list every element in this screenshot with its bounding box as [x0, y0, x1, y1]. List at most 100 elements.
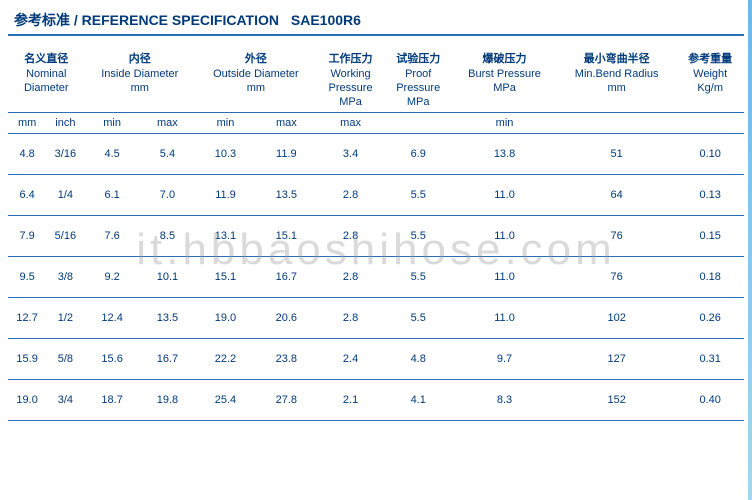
cell-imin: 6.1 — [85, 175, 140, 216]
cell-wp: 2.8 — [317, 175, 385, 216]
cell-imax: 13.5 — [140, 298, 195, 339]
table-row: 6.41/46.17.011.913.52.85.511.0640.13 — [8, 175, 744, 216]
sub-omax: max — [256, 113, 317, 134]
cell-wt: 0.31 — [676, 339, 744, 380]
sub-bend — [557, 113, 676, 134]
cell-imax: 19.8 — [140, 380, 195, 421]
cell-bp: 8.3 — [452, 380, 557, 421]
cell-inch: 3/4 — [46, 380, 84, 421]
title-cn: 参考标准 / — [14, 12, 78, 28]
cell-mm: 7.9 — [8, 216, 46, 257]
cell-omin: 15.1 — [195, 257, 256, 298]
cell-imin: 12.4 — [85, 298, 140, 339]
cell-wt: 0.18 — [676, 257, 744, 298]
sub-wmax: max — [317, 113, 385, 134]
cell-bp: 11.0 — [452, 257, 557, 298]
cell-pp: 5.5 — [384, 216, 452, 257]
cell-omin: 11.9 — [195, 175, 256, 216]
cell-imax: 10.1 — [140, 257, 195, 298]
header-burst: 爆破压力 Burst Pressure MPa — [452, 44, 557, 113]
cell-mm: 9.5 — [8, 257, 46, 298]
table-row: 12.71/212.413.519.020.62.85.511.01020.26 — [8, 298, 744, 339]
cell-mm: 4.8 — [8, 134, 46, 175]
header-weight: 参考重量 Weight Kg/m — [676, 44, 744, 113]
cell-wp: 2.8 — [317, 298, 385, 339]
cell-wt: 0.13 — [676, 175, 744, 216]
cell-mm: 15.9 — [8, 339, 46, 380]
spec-table: 名义直径 Nominal Diameter 内径 Inside Diameter… — [8, 44, 744, 421]
sub-imax: max — [140, 113, 195, 134]
table-row: 9.53/89.210.115.116.72.85.511.0760.18 — [8, 257, 744, 298]
cell-bp: 11.0 — [452, 175, 557, 216]
cell-omax: 16.7 — [256, 257, 317, 298]
sub-bmin: min — [452, 113, 557, 134]
sub-inch: inch — [46, 113, 84, 134]
cell-mm: 12.7 — [8, 298, 46, 339]
cell-bend: 152 — [557, 380, 676, 421]
cell-imin: 4.5 — [85, 134, 140, 175]
cell-wp: 2.8 — [317, 216, 385, 257]
sub-imin: min — [85, 113, 140, 134]
cell-bend: 76 — [557, 216, 676, 257]
cell-wp: 2.1 — [317, 380, 385, 421]
cell-omin: 22.2 — [195, 339, 256, 380]
cell-bend: 127 — [557, 339, 676, 380]
cell-imin: 9.2 — [85, 257, 140, 298]
cell-wt: 0.15 — [676, 216, 744, 257]
edge-decoration — [748, 0, 752, 500]
cell-wt: 0.10 — [676, 134, 744, 175]
sub-mm: mm — [8, 113, 46, 134]
cell-omin: 25.4 — [195, 380, 256, 421]
cell-omax: 11.9 — [256, 134, 317, 175]
sub-proof — [384, 113, 452, 134]
sub-wt — [676, 113, 744, 134]
cell-bp: 11.0 — [452, 216, 557, 257]
cell-imin: 15.6 — [85, 339, 140, 380]
cell-wp: 3.4 — [317, 134, 385, 175]
cell-omax: 15.1 — [256, 216, 317, 257]
cell-pp: 5.5 — [384, 257, 452, 298]
cell-pp: 6.9 — [384, 134, 452, 175]
cell-wt: 0.40 — [676, 380, 744, 421]
cell-bp: 9.7 — [452, 339, 557, 380]
cell-mm: 19.0 — [8, 380, 46, 421]
cell-pp: 4.1 — [384, 380, 452, 421]
cell-bp: 13.8 — [452, 134, 557, 175]
cell-inch: 5/16 — [46, 216, 84, 257]
cell-wp: 2.4 — [317, 339, 385, 380]
cell-bend: 64 — [557, 175, 676, 216]
header-working: 工作压力 Working Pressure MPa — [317, 44, 385, 113]
cell-wp: 2.8 — [317, 257, 385, 298]
cell-inch: 3/8 — [46, 257, 84, 298]
cell-omin: 10.3 — [195, 134, 256, 175]
cell-inch: 1/2 — [46, 298, 84, 339]
table-row: 15.95/815.616.722.223.82.44.89.71270.31 — [8, 339, 744, 380]
cell-pp: 4.8 — [384, 339, 452, 380]
title-en: REFERENCE SPECIFICATION — [82, 12, 279, 28]
cell-mm: 6.4 — [8, 175, 46, 216]
cell-inch: 5/8 — [46, 339, 84, 380]
cell-inch: 3/16 — [46, 134, 84, 175]
cell-omin: 19.0 — [195, 298, 256, 339]
cell-bend: 76 — [557, 257, 676, 298]
cell-bend: 102 — [557, 298, 676, 339]
table-row: 7.95/167.68.513.115.12.85.511.0760.15 — [8, 216, 744, 257]
cell-imax: 8.5 — [140, 216, 195, 257]
title-spec: SAE100R6 — [291, 12, 361, 28]
header-bend: 最小弯曲半径 Min.Bend Radius mm — [557, 44, 676, 113]
page-title: 参考标准 / REFERENCE SPECIFICATION SAE100R6 — [0, 0, 752, 34]
header-proof: 试验压力 Proof Pressure MPa — [384, 44, 452, 113]
table-row: 4.83/164.55.410.311.93.46.913.8510.10 — [8, 134, 744, 175]
cell-omax: 23.8 — [256, 339, 317, 380]
cell-omax: 20.6 — [256, 298, 317, 339]
header-inside: 内径 Inside Diameter mm — [85, 44, 196, 113]
cell-omax: 27.8 — [256, 380, 317, 421]
cell-imax: 5.4 — [140, 134, 195, 175]
cell-bend: 51 — [557, 134, 676, 175]
cell-imax: 16.7 — [140, 339, 195, 380]
table-row: 19.03/418.719.825.427.82.14.18.31520.40 — [8, 380, 744, 421]
cell-imin: 18.7 — [85, 380, 140, 421]
sub-omin: min — [195, 113, 256, 134]
cell-inch: 1/4 — [46, 175, 84, 216]
cell-omax: 13.5 — [256, 175, 317, 216]
